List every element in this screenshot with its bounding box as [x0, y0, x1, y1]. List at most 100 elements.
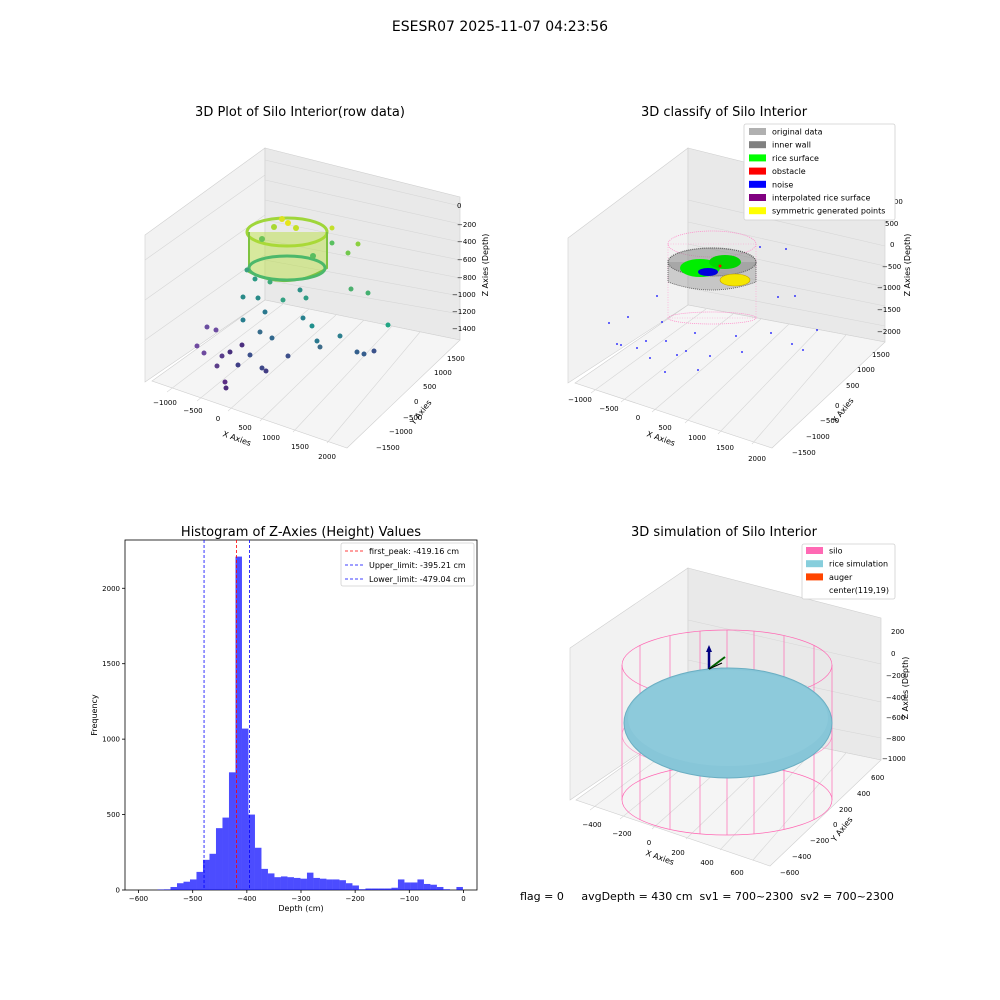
plot2-zlabel: Z Axies (Depth) [903, 234, 912, 297]
plot1-ytick: 0 [414, 398, 418, 406]
plot1-panes: −1000 −500 0 500 1000 1500 2000 X Axies … [144, 147, 490, 461]
histogram-bar [215, 828, 223, 890]
plot2-ztick: −1500 [877, 306, 901, 314]
plot4-legend-label: auger [829, 573, 853, 582]
plot4-status-text: flag = 0 avgDepth = 430 cm sv1 = 700~230… [520, 890, 894, 903]
plot1-ztick: −400 [457, 238, 476, 246]
figure-suptitle: ESESR07 2025-11-07 04:23:56 [392, 19, 608, 35]
plot2-legend-label: obstacle [772, 167, 806, 176]
plot1-xtick: 1000 [262, 434, 280, 442]
plot2-xtick: −1000 [568, 396, 592, 404]
histogram-bar [417, 879, 424, 890]
plot2-yticks: −1500 −1000 −500 0 500 1000 1500 [792, 351, 890, 457]
histogram-bar [430, 884, 437, 890]
histogram-ytick-label: 1500 [102, 660, 120, 668]
histogram-legend-label: first_peak: -419.16 cm [369, 547, 459, 556]
plot2-legend-label: original data [772, 128, 823, 137]
histogram-bar [332, 879, 340, 890]
plot1-points [194, 216, 391, 391]
histogram-plot-area [124, 539, 478, 891]
plot4-ytick: 0 [833, 821, 837, 829]
histogram-ytick-label: 0 [116, 887, 120, 895]
histogram-xtick-label: −300 [291, 895, 310, 903]
plot4-xtick: 400 [700, 859, 713, 867]
plot4-ytick: −200 [810, 837, 829, 845]
plot2-legend-swatch [749, 180, 766, 188]
histogram-bar [319, 878, 327, 890]
histogram-bar [261, 868, 268, 890]
plot2-legend: original data inner wall rice surface obsta… [743, 123, 896, 221]
histogram-bar [436, 886, 444, 890]
plot2-legend-label: interpolated rice surface [772, 194, 870, 203]
plot2-xtick: −500 [599, 405, 618, 413]
histogram-bar [313, 877, 320, 890]
histogram-bar [267, 873, 275, 890]
histogram-xtick-label: −100 [400, 895, 419, 903]
histogram-xtick-label: −600 [129, 895, 148, 903]
plot1-ytick: −500 [403, 414, 422, 422]
plot2-ztick: −1000 [877, 284, 901, 292]
histogram-bar [300, 878, 307, 890]
plot4-ytick: 200 [839, 806, 852, 814]
histogram-xlabel: Depth (cm) [278, 904, 323, 913]
histogram-bar [345, 883, 353, 890]
histogram-yticks: 0 500 1000 1500 2000 [102, 585, 125, 895]
plot1: 3D Plot of Silo Interior(row data) [144, 105, 490, 461]
plot1-xtick: 0 [216, 415, 220, 423]
plot2-legend-swatch [749, 128, 766, 135]
histogram-title: Histogram of Z-Axies (Height) Values [181, 525, 421, 540]
histogram-bar [410, 882, 418, 890]
histogram-bar [287, 877, 294, 890]
plot4-ytick: −600 [780, 869, 799, 877]
plot4-xtick: −200 [612, 830, 631, 838]
plot2-xtick: 0 [636, 414, 640, 422]
plot1-zticks: 0 −200 −400 −600 −800 −1000 −1200 −1400 [452, 202, 476, 333]
plot2-ytick: −500 [820, 417, 839, 425]
plot4-legend-label: silo [829, 547, 843, 556]
plot4-legend-swatch [806, 547, 823, 554]
plot4-ytick: 400 [857, 790, 870, 798]
plot4-zlabel: Z Axies (Depth) [901, 657, 910, 720]
histogram-bar [202, 859, 210, 890]
plot1-ytick: 500 [423, 383, 436, 391]
plot4-ztick: −600 [886, 714, 905, 722]
plot1-ztick: −600 [457, 256, 476, 264]
histogram-legend-label: Upper_limit: -395.21 cm [369, 561, 466, 570]
plot2-title: 3D classify of Silo Interior [641, 105, 808, 120]
plot4-legend: silo rice simulation auger center(119,19) [801, 543, 896, 600]
plot2-legend-label: rice surface [772, 154, 819, 163]
plot1-ylabel: Y Axies [408, 398, 434, 427]
plot4-legend-swatch [806, 573, 823, 581]
histogram-bar [209, 853, 216, 890]
plot4-legend-label: center(119,19) [829, 586, 889, 595]
plot1-ztick: −800 [457, 274, 476, 282]
plot1-ztick: −1400 [452, 325, 476, 333]
plot2-silo [667, 230, 757, 325]
plot4-ztick: −1000 [882, 755, 906, 763]
plot4-ztick: 0 [891, 650, 895, 658]
histogram-bar [274, 877, 281, 890]
histogram-bar [365, 888, 372, 890]
histogram-ytick-label: 1000 [102, 736, 120, 744]
histogram-legend: first_peak: -419.16 cm Upper_limit: -395.… [340, 542, 475, 587]
plot4-legend-label: rice simulation [829, 560, 888, 569]
plot1-xtick: 1500 [291, 443, 309, 451]
plot2-ylabel: Y Axies [830, 396, 856, 425]
plot1-xtick: −1000 [153, 399, 177, 407]
histogram-xtick-label: −200 [346, 895, 365, 903]
histogram-bar [358, 889, 366, 890]
histogram-bar [235, 556, 242, 890]
plot2-xlabel: X Axies [645, 429, 676, 448]
plot2-ytick: −1000 [806, 433, 830, 441]
plot2-legend-label: inner wall [772, 141, 811, 150]
histogram-bar [189, 879, 197, 890]
histogram-bar [371, 888, 379, 890]
histogram-bar [248, 814, 255, 890]
plot3-histogram: Histogram of Z-Axies (Height) Values −60… [90, 525, 478, 913]
plot2-ztick: 0 [890, 241, 894, 249]
plot1-xtick: 2000 [318, 453, 336, 461]
plot2-legend-swatch [749, 167, 766, 175]
plot1-title: 3D Plot of Silo Interior(row data) [195, 105, 405, 120]
plot4-xtick: 200 [671, 849, 684, 857]
histogram-bar [241, 728, 249, 890]
